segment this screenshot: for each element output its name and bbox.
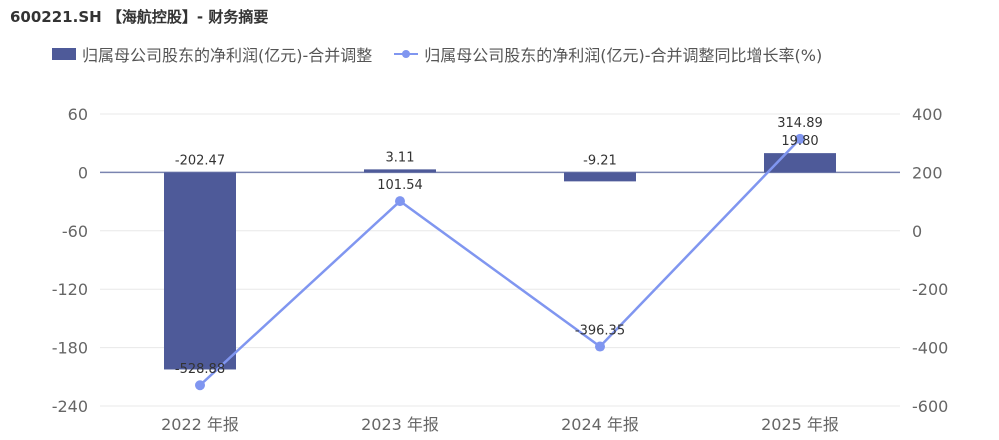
- x-category-label: 2023 年报: [361, 415, 439, 434]
- y-right-tick-label: 200: [912, 163, 943, 182]
- y-right-tick-label: -200: [912, 280, 948, 299]
- x-category-label: 2025 年报: [761, 415, 839, 434]
- line-data-label: 101.54: [377, 178, 423, 193]
- bar-data-label: 3.11: [386, 150, 415, 165]
- line-data-label: -396.35: [575, 324, 625, 339]
- y-left-tick-label: -120: [52, 280, 88, 299]
- y-left-tick-label: -180: [52, 339, 88, 358]
- bar-data-label: -9.21: [583, 153, 617, 168]
- line-point: [395, 196, 405, 207]
- category-axis: 2022 年报 2023 年报 2024 年报 2025 年报: [161, 415, 839, 434]
- y-right-tick-label: -400: [912, 339, 948, 358]
- legend-label-bar: 归属母公司股东的净利润(亿元)-合并调整: [82, 46, 373, 65]
- y-left-tick-label: -60: [62, 222, 88, 241]
- series-line: [199, 137, 801, 387]
- line-data-label: -528.88: [175, 362, 225, 377]
- left-axis: 60 0 -60 -120 -180 -240: [52, 105, 88, 416]
- legend-label-line: 归属母公司股东的净利润(亿元)-合并调整同比增长率(%): [424, 46, 823, 65]
- bar: [764, 153, 836, 173]
- bar-data-label: 19.80: [781, 134, 818, 149]
- bar: [564, 172, 636, 182]
- bar-data-label: -202.47: [175, 153, 225, 168]
- line-layer: [195, 133, 805, 391]
- y-right-tick-label: 0: [912, 222, 922, 241]
- legend-item-bar[interactable]: 归属母公司股东的净利润(亿元)-合并调整: [52, 42, 372, 66]
- legend-item-line[interactable]: 归属母公司股东的净利润(亿元)-合并调整同比增长率(%): [394, 42, 822, 66]
- bar-layer: [164, 153, 836, 370]
- x-category-label: 2022 年报: [161, 415, 239, 434]
- line-point: [795, 133, 805, 144]
- page-title: 600221.SH 【海航控股】- 财务摘要: [10, 8, 269, 26]
- y-left-tick-label: -240: [52, 397, 88, 416]
- legend-swatch-line: [394, 48, 419, 60]
- y-left-tick-label: 0: [78, 163, 88, 182]
- legend-swatch-bar: [52, 48, 76, 60]
- line-point: [595, 341, 605, 352]
- right-axis: 400 200 0 -200 -400 -600: [912, 105, 948, 416]
- y-left-tick-label: 60: [68, 105, 88, 124]
- y-right-tick-label: -600: [912, 397, 948, 416]
- bar: [164, 172, 236, 370]
- line-data-label: 314.89: [777, 116, 823, 131]
- chart-legend: 归属母公司股东的净利润(亿元)-合并调整 归属母公司股东的净利润(亿元)-合并调…: [52, 42, 844, 66]
- x-category-label: 2024 年报: [561, 415, 639, 434]
- bar: [364, 169, 436, 173]
- label-layer: -202.47 3.11 -9.21 19.80 -528.88 101.54 -396.3…: [175, 116, 823, 377]
- y-right-tick-label: 400: [912, 105, 943, 124]
- line-point: [195, 380, 205, 391]
